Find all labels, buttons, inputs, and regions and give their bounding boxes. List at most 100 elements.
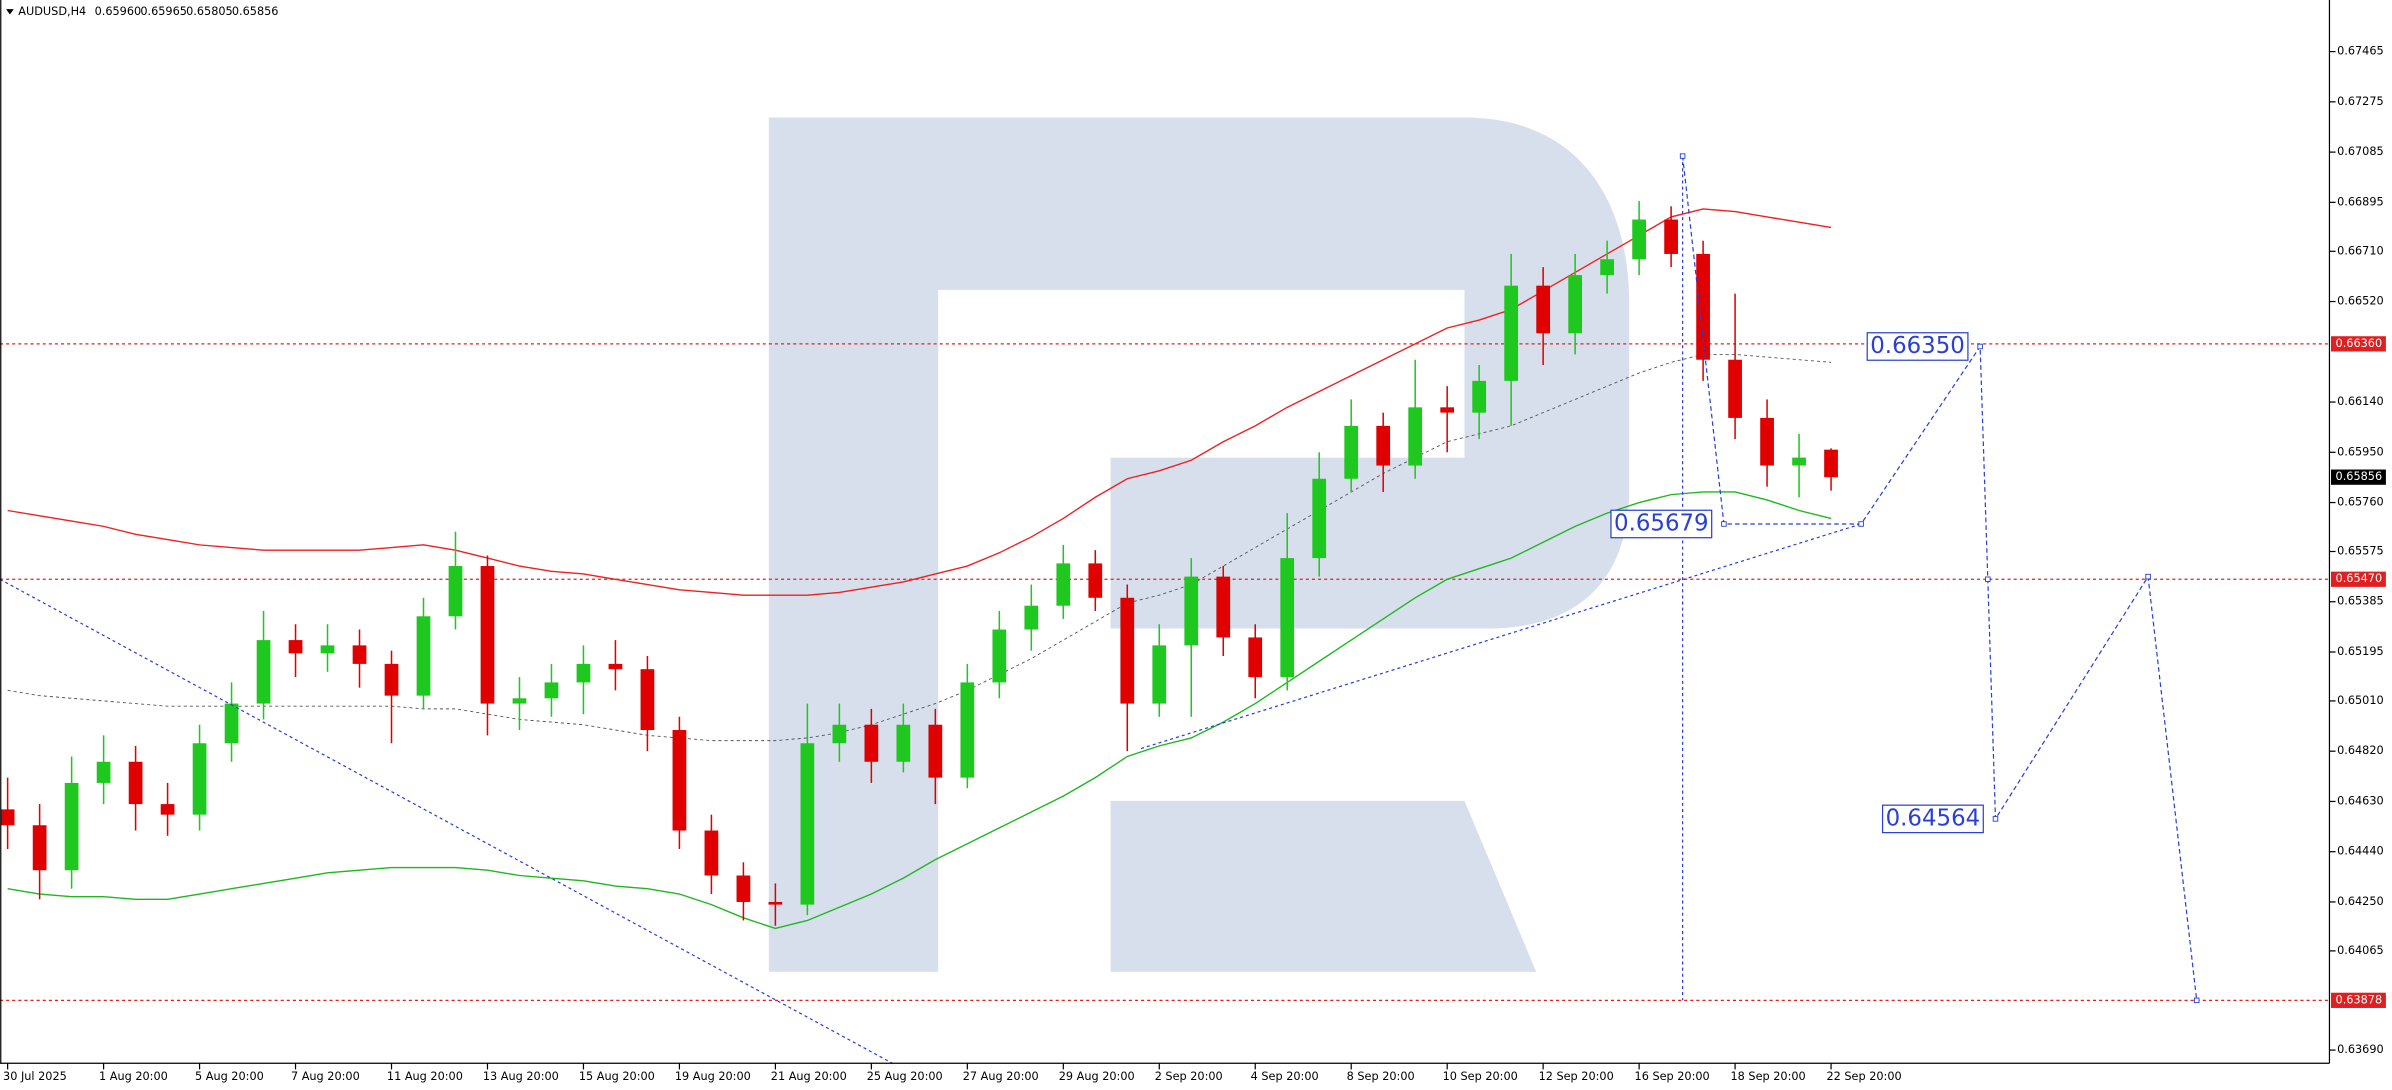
y-tick-label: 0.65950 [2337, 445, 2384, 458]
x-tick-label: 25 Aug 20:00 [867, 1070, 943, 1083]
candle-body [1376, 425, 1391, 466]
y-tick-label: 0.65010 [2337, 694, 2384, 707]
header-open: 0.65960 [95, 5, 142, 18]
candle-body [1088, 563, 1103, 598]
level-label: 0.66360 [2336, 337, 2383, 350]
y-tick-label: 0.64820 [2337, 744, 2384, 757]
candle-body [1344, 425, 1359, 479]
candle-body [1440, 407, 1455, 413]
candle-body [1504, 285, 1519, 381]
candle-body [1248, 637, 1263, 678]
candle-body [96, 761, 111, 783]
symbol-title: AUDUSD,H4 [18, 5, 86, 18]
level-label-box [2330, 336, 2386, 352]
x-tick-label: 5 Aug 20:00 [195, 1070, 264, 1083]
candle-body [1632, 219, 1646, 260]
header-close: 0.65856 [232, 5, 279, 18]
candle-body [1696, 253, 1710, 360]
candle-body [992, 629, 1007, 683]
level-label-box [2330, 992, 2386, 1008]
candle-body [288, 640, 303, 654]
candle-body [864, 724, 879, 762]
y-tick-label: 0.66140 [2337, 395, 2384, 408]
candle-body [1792, 457, 1806, 466]
watermark-r-leg [1110, 800, 1537, 972]
forecast-label: 0.64564 [1886, 805, 1981, 831]
x-tick-label: 8 Sep 20:00 [1347, 1070, 1415, 1083]
x-tick-label: 10 Sep 20:00 [1443, 1070, 1518, 1083]
y-tick-label: 0.64250 [2337, 895, 2384, 908]
candle-body [1056, 563, 1071, 606]
candle-body [1536, 285, 1551, 334]
candle-body [608, 663, 623, 670]
candle-body [0, 809, 15, 826]
header-low: 0.65805 [186, 5, 233, 18]
x-tick-label: 27 Aug 20:00 [963, 1070, 1039, 1083]
candle-body [320, 645, 335, 654]
candle-body [928, 724, 943, 778]
trend-line [1140, 523, 1862, 750]
x-tick-label: 18 Sep 20:00 [1731, 1070, 1806, 1083]
y-tick-label: 0.65195 [2337, 645, 2384, 658]
candle-body [352, 645, 367, 664]
menu-triangle [6, 9, 14, 15]
candle-body [1280, 558, 1295, 678]
candle-body [160, 804, 175, 815]
forecast-point [1985, 576, 1991, 583]
candle-body [224, 703, 239, 744]
forecast-point [2145, 573, 2151, 580]
candle-body [672, 730, 687, 831]
x-tick-label: 19 Aug 20:00 [675, 1070, 751, 1083]
candle-body [1728, 359, 1742, 418]
y-tick-label: 0.64630 [2337, 794, 2384, 807]
forecast-label: 0.66350 [1870, 333, 1965, 359]
candle-body [512, 698, 527, 704]
candle-body [384, 663, 399, 696]
candle-body [896, 724, 911, 762]
candle-body [1408, 407, 1423, 466]
last-price-label: 0.65856 [2336, 470, 2383, 483]
x-tick-label: 15 Aug 20:00 [579, 1070, 655, 1083]
candle-body [416, 616, 431, 696]
x-tick-label: 7 Aug 20:00 [291, 1070, 360, 1083]
candle-body [1216, 576, 1231, 638]
candle-body [64, 782, 79, 871]
y-tick-label: 0.65760 [2337, 496, 2384, 509]
y-tick-label: 0.67465 [2337, 45, 2384, 58]
forecast-label-box [1866, 332, 1969, 361]
x-tick-label: 13 Aug 20:00 [483, 1070, 559, 1083]
candle-body [800, 743, 815, 905]
y-tick-label: 0.67275 [2337, 95, 2384, 108]
candle-body [1600, 259, 1614, 276]
candle-body [832, 724, 847, 744]
level-label-box [2330, 571, 2386, 587]
x-tick-label: 4 Sep 20:00 [1251, 1070, 1319, 1083]
candle-body [704, 830, 719, 876]
x-tick-label: 30 Jul 2025 [3, 1070, 67, 1083]
candle-body [192, 743, 207, 815]
candle-body [32, 825, 47, 871]
y-tick-label: 0.66520 [2337, 295, 2384, 308]
candle-body [1120, 597, 1135, 704]
x-tick-label: 2 Sep 20:00 [1155, 1070, 1223, 1083]
candle-body [640, 669, 655, 731]
x-tick-label: 11 Aug 20:00 [387, 1070, 463, 1083]
candle-body [256, 640, 271, 704]
candle-body [1568, 275, 1582, 334]
y-tick-label: 0.66895 [2337, 195, 2384, 208]
x-tick-label: 22 Sep 20:00 [1826, 1070, 1901, 1083]
forecast-point [1992, 816, 1999, 822]
y-tick-label: 0.65385 [2337, 595, 2384, 608]
candle-body [1152, 645, 1167, 704]
candle-body [1664, 219, 1678, 254]
forecast-point [1977, 343, 1983, 350]
candle-body [480, 566, 495, 704]
x-tick-label: 1 Aug 20:00 [99, 1070, 168, 1083]
y-tick-label: 0.64065 [2337, 944, 2384, 957]
candle-body [960, 682, 975, 778]
y-tick-label: 0.64440 [2337, 845, 2384, 858]
forecast-point [1721, 521, 1727, 527]
candle-body [128, 761, 143, 805]
x-tick-label: 16 Sep 20:00 [1635, 1070, 1710, 1083]
